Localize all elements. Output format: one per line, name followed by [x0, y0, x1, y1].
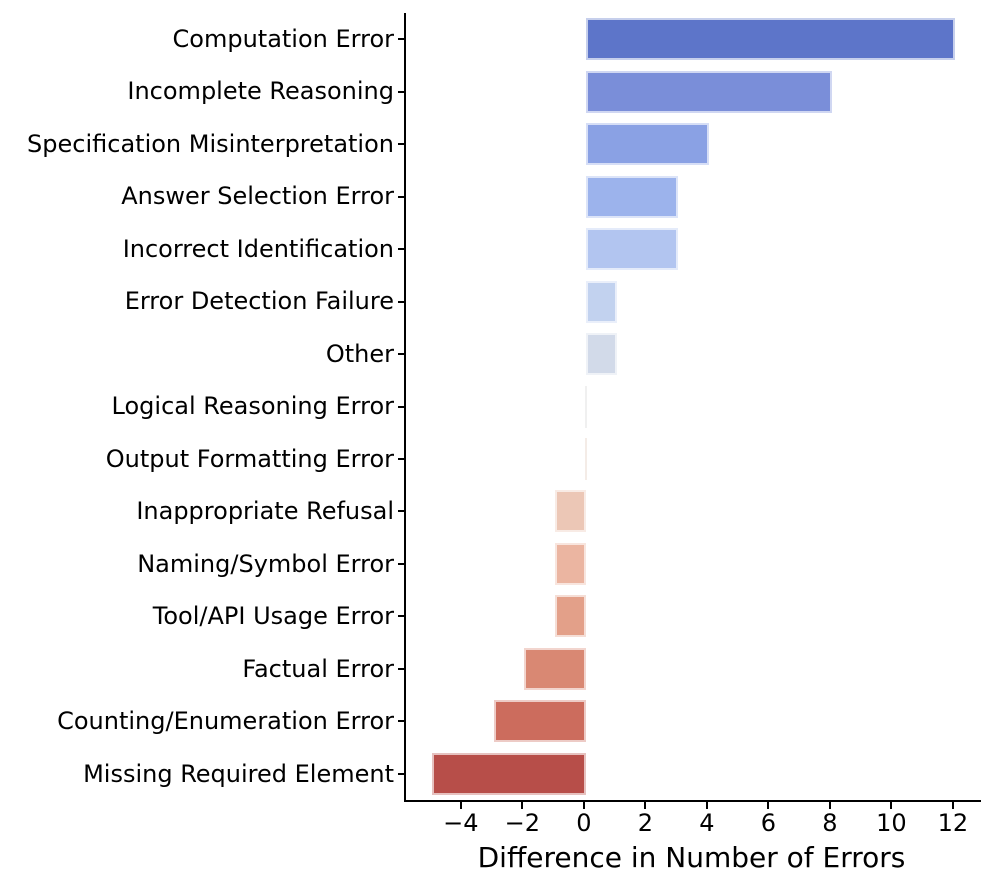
x-tick-mark: [705, 802, 708, 809]
y-tick-label: Output Formatting Error: [105, 444, 394, 473]
y-tick-mark: [398, 143, 404, 146]
x-tick-mark: [828, 802, 831, 809]
bar: [432, 752, 586, 795]
bar: [555, 490, 586, 533]
y-tick-mark: [398, 510, 404, 513]
plot-area: [404, 13, 981, 802]
bar: [555, 595, 586, 638]
y-tick-mark: [398, 615, 404, 618]
x-tick-label: 12: [937, 809, 969, 837]
y-tick-label: Error Detection Failure: [124, 287, 394, 316]
bar: [555, 542, 586, 585]
y-tick-label: Logical Reasoning Error: [111, 392, 394, 421]
y-tick-label: Factual Error: [242, 654, 394, 683]
bar: [585, 280, 617, 323]
y-tick-label: Tool/API Usage Error: [152, 602, 394, 631]
y-tick-label: Naming/Symbol Error: [137, 549, 394, 578]
y-tick-label: Inappropriate Refusal: [136, 497, 394, 526]
x-tick-mark: [890, 802, 893, 809]
y-tick-label: Computation Error: [172, 25, 394, 54]
bar-zero-sliver: [584, 437, 587, 480]
x-tick-label: 10: [876, 809, 907, 837]
x-tick-mark: [521, 802, 524, 809]
x-axis-label: Difference in Number of Errors: [477, 841, 906, 874]
bar: [585, 123, 709, 166]
bar: [524, 647, 586, 690]
bar: [585, 333, 617, 376]
y-tick-mark: [398, 353, 404, 356]
x-tick-label: −4: [443, 809, 479, 837]
y-tick-label: Incomplete Reasoning: [127, 77, 394, 106]
x-tick-mark: [644, 802, 647, 809]
bar: [585, 175, 679, 218]
y-tick-mark: [398, 457, 404, 460]
x-tick-mark: [767, 802, 770, 809]
y-tick-label: Counting/Enumeration Error: [57, 707, 394, 736]
x-tick-label: 6: [760, 809, 776, 837]
y-tick-label: Other: [325, 339, 394, 368]
x-tick-label: −2: [504, 809, 541, 837]
bar-zero-sliver: [584, 385, 587, 428]
bar: [585, 70, 832, 113]
x-tick-label: 2: [637, 809, 654, 837]
x-tick-mark: [582, 802, 585, 809]
x-tick-label: 8: [822, 809, 838, 837]
x-tick-mark: [459, 802, 462, 809]
bar: [585, 228, 679, 271]
y-tick-mark: [398, 248, 404, 251]
y-tick-mark: [398, 562, 404, 565]
bar: [493, 700, 586, 743]
y-tick-label: Answer Selection Error: [121, 182, 394, 211]
y-tick-mark: [398, 38, 404, 41]
x-tick-label: 4: [699, 809, 715, 837]
x-tick-label: 0: [576, 809, 592, 837]
y-tick-label: Specification Misinterpretation: [27, 129, 394, 158]
y-tick-label: Incorrect Identification: [122, 234, 394, 263]
y-tick-mark: [398, 195, 404, 198]
y-tick-mark: [398, 720, 404, 723]
y-tick-mark: [398, 772, 404, 775]
bar: [585, 18, 955, 61]
y-tick-mark: [398, 405, 404, 408]
y-tick-mark: [398, 300, 404, 303]
y-tick-label: Missing Required Element: [83, 759, 394, 788]
y-tick-mark: [398, 667, 404, 670]
x-tick-mark: [951, 802, 954, 809]
y-tick-mark: [398, 90, 404, 93]
